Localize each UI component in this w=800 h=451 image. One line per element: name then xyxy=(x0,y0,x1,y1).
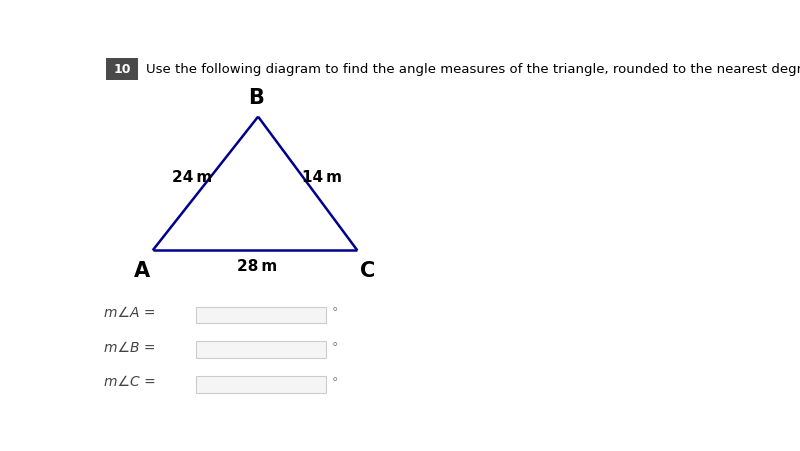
Text: 14 m: 14 m xyxy=(302,170,342,185)
Text: °: ° xyxy=(331,376,338,389)
FancyBboxPatch shape xyxy=(106,58,138,80)
Text: m∠C =: m∠C = xyxy=(104,375,156,389)
Text: m∠B =: m∠B = xyxy=(104,341,156,354)
FancyBboxPatch shape xyxy=(196,376,326,393)
FancyBboxPatch shape xyxy=(196,307,326,323)
Text: A: A xyxy=(134,261,150,281)
Text: 28 m: 28 m xyxy=(237,259,277,274)
FancyBboxPatch shape xyxy=(196,341,326,358)
Text: 10: 10 xyxy=(114,63,131,76)
Text: B: B xyxy=(248,87,264,107)
Text: 24 m: 24 m xyxy=(172,170,212,185)
Text: m∠A =: m∠A = xyxy=(104,306,156,320)
Text: °: ° xyxy=(331,306,338,319)
Text: C: C xyxy=(360,261,375,281)
Text: °: ° xyxy=(331,341,338,354)
Text: Use the following diagram to find the angle measures of the triangle, rounded to: Use the following diagram to find the an… xyxy=(146,63,800,76)
